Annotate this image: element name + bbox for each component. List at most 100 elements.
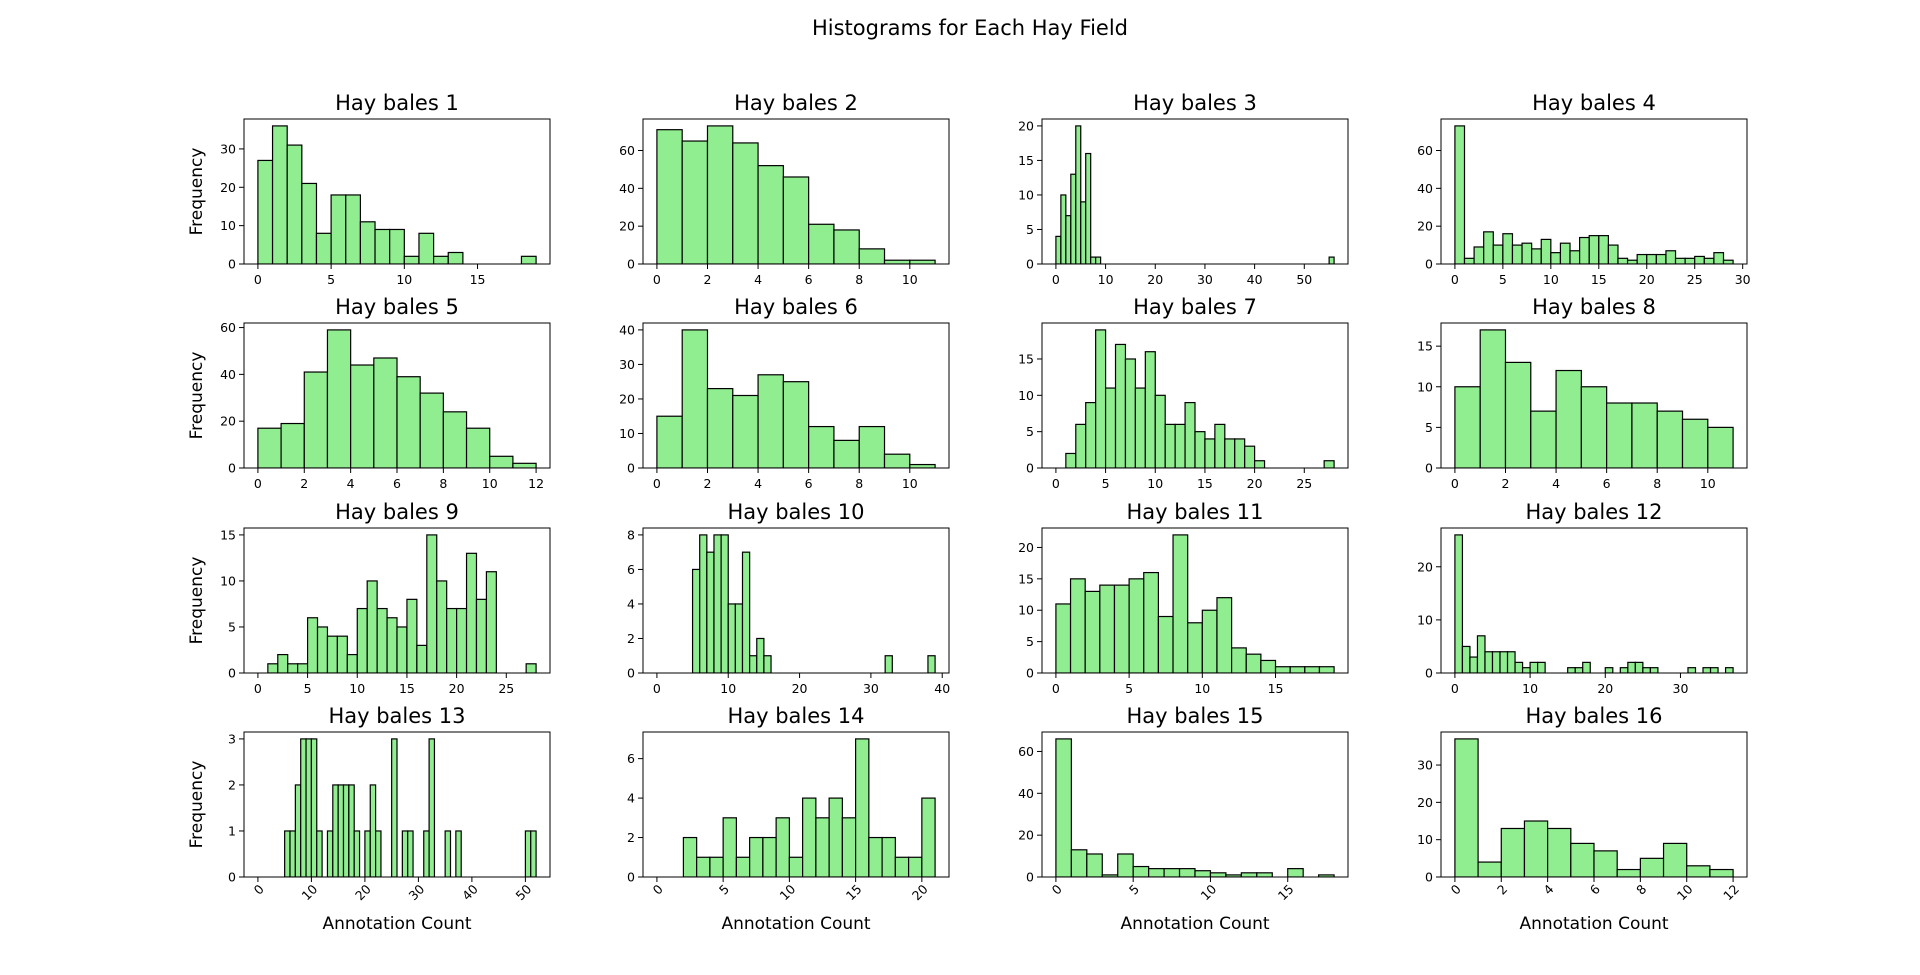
bar [1707,426,1734,468]
subplot-title: Hay bales 3 [1133,91,1257,115]
subplot-title: Hay bales 11 [1126,500,1263,524]
x-tick-label: 15 [1197,476,1213,491]
bar [706,125,734,264]
x-tick-label: 20 [1639,272,1655,287]
bar [1463,257,1475,264]
bar [436,580,448,673]
x-tick-label: 8 [439,476,447,491]
y-tick-label: 30 [220,141,236,156]
bar [489,455,514,468]
bar [1579,236,1590,264]
bar [1245,653,1262,673]
y-tick-label: 0 [228,461,236,476]
bar [289,830,296,877]
bar [1216,597,1233,673]
bar [802,797,817,877]
bar [706,387,734,468]
x-tick-label: 0 [1052,476,1060,491]
bar [1201,609,1218,673]
axes-frame [243,731,551,878]
bar [1506,651,1516,673]
bar [1055,738,1072,877]
bars [1055,738,1335,877]
bar [1194,431,1206,468]
bar [306,617,319,673]
bar [1069,578,1086,673]
bar [1075,125,1082,264]
bar [1703,257,1715,264]
subplot-title: Hay bales 13 [328,704,465,728]
y-tick-label: 30 [619,357,635,372]
bar [1655,253,1667,264]
bars [1454,329,1734,468]
y-tick-label: 15 [220,527,236,542]
subplot: Hay bales 7 0 5 10 15 0 5 10 15 20 25 [1018,295,1349,491]
bar [1604,667,1614,673]
y-tick-label: 8 [627,527,635,542]
bar [1636,253,1648,264]
bar [447,251,464,264]
bar [691,568,701,673]
x-tick-label: 10 [1674,881,1696,903]
x-tick-label: 5 [1499,272,1507,287]
x-tick-label: 15 [843,881,865,903]
x-tick-label: 15 [470,272,486,287]
y-tick-label: 10 [1018,603,1034,618]
bar [722,817,737,877]
x-tick-label: 4 [347,476,355,491]
bar [294,784,302,877]
bars [257,125,537,264]
y-axis-label: Frequency [187,352,207,440]
bars [257,329,537,468]
y-tick-label: 15 [1018,571,1034,586]
bar [1070,849,1088,877]
bar [1234,438,1246,468]
bars [1065,329,1335,468]
bar [1104,387,1117,468]
x-tick-label: 10 [1194,681,1210,696]
x-tick-label: 10 [349,681,365,696]
bar [1616,868,1641,877]
bar [855,738,870,877]
subplot: Hay bales 4 0 20 40 60 0 5 10 15 20 25 30 [1417,91,1751,287]
bar [1722,259,1734,264]
axes-frame [642,118,950,265]
subplot-title: Hay bales 15 [1126,704,1263,728]
bar [303,371,329,468]
bar [401,830,409,877]
bar [356,607,368,673]
x-tick-label: 30 [1673,681,1689,696]
bar [709,856,724,877]
bar [1713,252,1725,264]
x-tick-label: 40 [1247,272,1263,287]
y-tick-label: 0 [627,257,635,272]
bar [1323,460,1335,468]
bar [1639,857,1665,877]
bar [681,329,709,468]
y-tick-label: 20 [220,180,236,195]
x-tick-label: 15 [1591,272,1607,287]
x-tick-label: 0 [251,881,267,897]
y-tick-label: 40 [619,181,635,196]
bar [1095,256,1102,264]
bar [713,534,722,673]
bar [681,140,709,264]
bar [1588,235,1600,264]
bar [1709,667,1719,673]
axes-frame [1440,527,1748,674]
bar [1454,125,1466,264]
y-axis-label: Frequency [187,761,207,849]
bar [1479,329,1507,468]
x-tick-label: 10 [902,476,918,491]
bar [927,655,936,673]
bar [525,663,537,673]
bar [1184,401,1196,468]
x-tick-label: 2 [1494,881,1510,897]
bar [376,607,388,673]
y-tick-label: 20 [1417,559,1433,574]
bar [735,856,751,877]
bar [1598,235,1609,264]
bar [1204,438,1216,468]
